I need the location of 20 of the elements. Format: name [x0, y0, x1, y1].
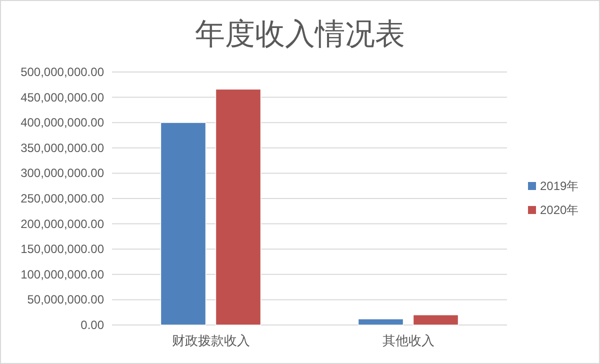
y-tick-label: 0.00	[80, 318, 104, 332]
chart-title: 年度收入情况表	[195, 18, 405, 51]
legend-label: 2020年	[540, 203, 579, 217]
y-tick-label: 150,000,000.00	[20, 242, 104, 256]
y-tick-label: 500,000,000.00	[20, 65, 104, 79]
y-tick-label: 300,000,000.00	[20, 166, 104, 180]
bar	[358, 318, 404, 326]
bar	[160, 122, 206, 326]
bar	[215, 88, 262, 326]
y-tick-label: 200,000,000.00	[20, 216, 104, 231]
y-tick-label: 100,000,000.00	[20, 267, 104, 282]
y-tick-label: 350,000,000.00	[20, 140, 104, 155]
y-tick-label: 250,000,000.00	[20, 192, 104, 206]
bar	[412, 314, 459, 326]
x-tick-label: 其他收入	[382, 333, 434, 348]
x-tick-label: 财政拨款收入	[172, 333, 250, 348]
y-tick-label: 450,000,000.00	[20, 90, 104, 104]
y-tick-label: 400,000,000.00	[20, 116, 104, 130]
y-tick-label: 50,000,000.00	[27, 292, 104, 307]
legend-label: 2019年	[540, 179, 579, 193]
